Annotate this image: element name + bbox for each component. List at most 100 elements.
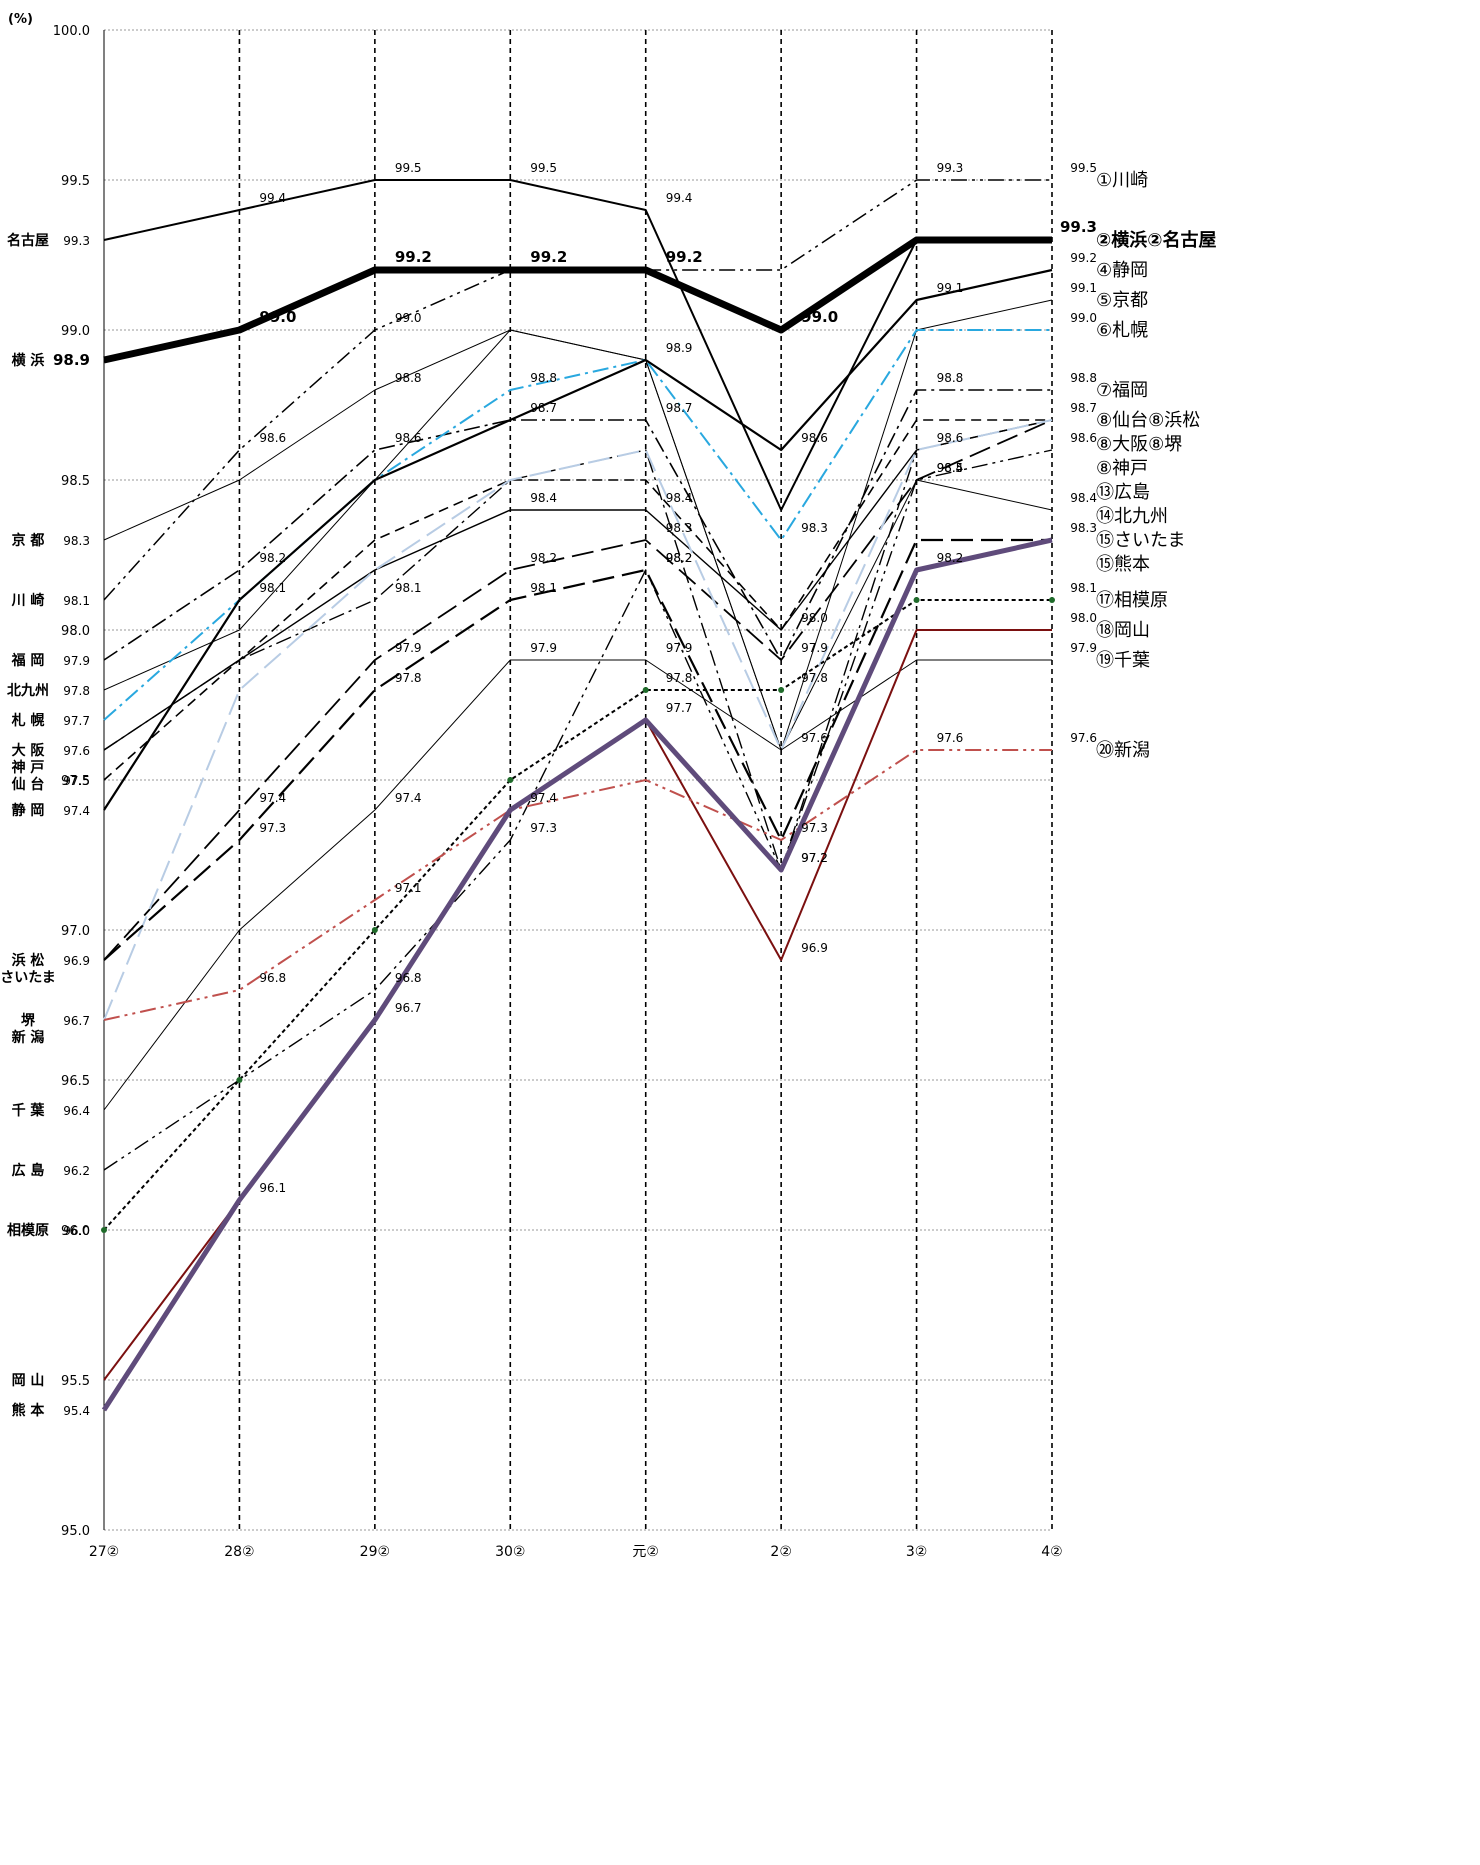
x-tick-label: 2②: [770, 1544, 791, 1560]
data-label: 97.6: [63, 744, 90, 758]
data-label: 99.5: [1070, 161, 1097, 175]
data-label: 98.1: [259, 581, 286, 595]
legend-entry: ⑰相模原: [1096, 590, 1168, 611]
legend-entry: ⑲千葉: [1096, 650, 1150, 671]
city-label-left: 岡 山: [12, 1373, 45, 1389]
series-line-⑧大阪: [103, 419, 1053, 751]
data-label: 96.9: [801, 941, 828, 955]
data-label: 96.2: [63, 1164, 90, 1178]
legend-entry: ⑮熊本: [1096, 554, 1150, 575]
series-line-②名古屋: [103, 179, 1052, 511]
data-label: 99.4: [259, 191, 286, 205]
data-label: 97.9: [530, 641, 557, 655]
x-tick-label: 3②: [906, 1544, 927, 1560]
data-label: 99.4: [666, 191, 693, 205]
data-label: 98.8: [1070, 371, 1097, 385]
city-label-left: 横 浜: [12, 352, 45, 369]
legend-entry: ⑳新潟: [1096, 740, 1150, 761]
data-label: 98.9: [53, 351, 90, 369]
y-tick-label: 99.0: [61, 324, 90, 339]
data-label: 98.8: [530, 371, 557, 385]
data-label: 97.4: [259, 791, 286, 805]
data-label: 99.0: [1070, 311, 1097, 325]
city-label-left: 熊 本: [12, 1402, 46, 1419]
data-point-⑰相模原: [101, 1227, 107, 1233]
data-point-⑰相模原: [236, 1077, 243, 1083]
city-label-left: 北九州: [7, 683, 49, 699]
data-label: 98.7: [1070, 401, 1097, 415]
data-label: 98.2: [530, 551, 557, 565]
data-label: 98.3: [801, 521, 828, 535]
data-label: 97.6: [1070, 731, 1097, 745]
data-label: 98.6: [1070, 431, 1097, 445]
data-label: 98.6: [801, 431, 828, 445]
data-label: 97.3: [530, 821, 557, 835]
series-line-⑮さいたま: [103, 538, 1052, 961]
data-label: 98.7: [666, 401, 693, 415]
data-label: 97.9: [395, 641, 422, 655]
data-label: 96.7: [395, 1001, 422, 1015]
legend-entry: ⑱岡山: [1096, 620, 1150, 641]
x-tick-label: 27②: [89, 1544, 119, 1560]
data-label: 98.6: [937, 431, 964, 445]
city-label-left: 大 阪: [12, 742, 46, 759]
data-label: 99.3: [937, 161, 964, 175]
city-label-left: 札 幌: [11, 712, 45, 729]
data-label: 99.1: [1070, 281, 1097, 295]
city-label-left: 仙 台: [12, 776, 45, 793]
series-line-⑱岡山: [103, 629, 1052, 1381]
data-label: 97.7: [63, 714, 90, 728]
data-label: 98.0: [1070, 611, 1097, 625]
y-tick-label: 97.5: [61, 774, 90, 789]
data-label: 95.4: [63, 1404, 90, 1418]
data-label: 97.9: [63, 654, 90, 668]
data-label: 96.0: [63, 1224, 90, 1238]
data-label: 97.1: [395, 881, 422, 895]
data-label: 99.2: [1070, 251, 1097, 265]
data-label: 99.2: [666, 248, 703, 266]
data-label: 99.5: [530, 161, 557, 175]
city-label-left: 千 葉: [12, 1102, 46, 1119]
data-point-⑰相模原: [1049, 597, 1055, 603]
legend-entry: ⑧仙台⑧浜松: [1096, 410, 1200, 431]
city-label-left: 神 戸: [12, 759, 45, 776]
data-label: 98.2: [937, 551, 964, 565]
series-line-⑧浜松: [103, 419, 1053, 961]
data-label: 99.2: [395, 248, 432, 266]
data-label: 97.3: [259, 821, 286, 835]
data-label: 99.1: [937, 281, 964, 295]
data-label: 99.3: [63, 234, 90, 248]
city-label-left: 新 潟: [12, 1029, 45, 1046]
y-tick-label: 99.5: [61, 174, 90, 189]
legend-entry: ⑦福岡: [1096, 380, 1148, 401]
y-tick-label: 98.0: [61, 624, 90, 639]
data-label: 97.2: [801, 851, 828, 865]
data-label: 96.9: [63, 954, 90, 968]
legend-entry: ⑥札幌: [1096, 320, 1148, 341]
data-label: 96.8: [395, 971, 422, 985]
data-label: 98.4: [530, 491, 557, 505]
data-label: 99.3: [1060, 218, 1097, 236]
data-label: 97.5: [63, 774, 90, 788]
data-point-⑰相模原: [642, 687, 649, 693]
data-label: 97.4: [530, 791, 557, 805]
series-line-⑧仙台: [103, 419, 1052, 781]
data-label: 97.9: [801, 641, 828, 655]
data-label: 98.2: [666, 551, 693, 565]
data-label: 99.0: [801, 308, 838, 326]
data-label: 97.6: [937, 731, 964, 745]
y-tick-label: 98.5: [61, 474, 90, 489]
data-label: 98.8: [395, 371, 422, 385]
legend-entry: ⑧大阪⑧堺: [1096, 434, 1182, 455]
data-label: 98.0: [801, 611, 828, 625]
data-label: 98.1: [395, 581, 422, 595]
data-label: 98.1: [1070, 581, 1097, 595]
city-label-left: 川 崎: [11, 592, 45, 609]
series-line-⑤京都: [103, 299, 1053, 751]
series-line-④静岡: [103, 268, 1053, 811]
data-label: 98.4: [666, 491, 693, 505]
x-tick-label: 29②: [360, 1544, 390, 1560]
data-label: 98.3: [1070, 521, 1097, 535]
legend-entry: ④静岡: [1096, 260, 1148, 281]
series-line-⑭北九州: [103, 329, 1053, 751]
